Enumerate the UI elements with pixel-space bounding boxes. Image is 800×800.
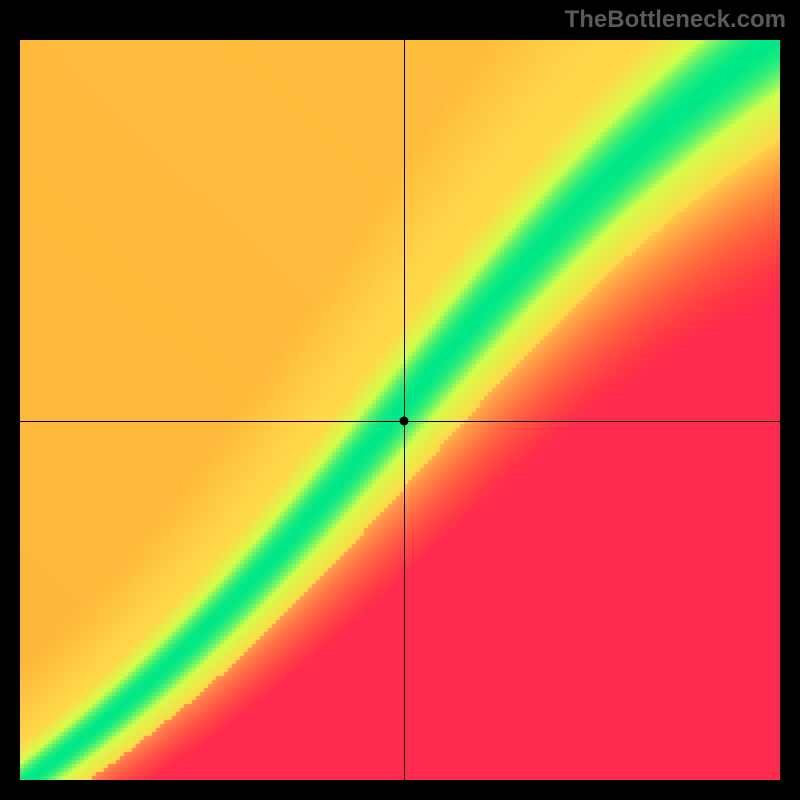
chart-container: TheBottleneck.com [0, 0, 800, 800]
crosshair-vertical [404, 40, 405, 780]
heatmap-canvas [20, 40, 780, 780]
marker-point [399, 417, 408, 426]
plot-area [20, 40, 780, 780]
watermark-text: TheBottleneck.com [565, 6, 786, 34]
